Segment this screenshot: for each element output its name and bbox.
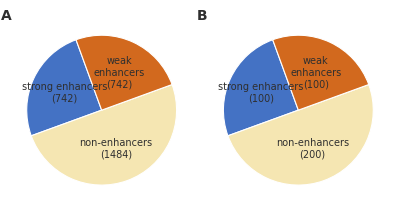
Text: A: A	[0, 9, 11, 23]
Text: strong enhancers
(742): strong enhancers (742)	[22, 82, 107, 103]
Text: B: B	[197, 9, 208, 23]
Wedge shape	[76, 35, 172, 110]
Wedge shape	[228, 84, 373, 185]
Wedge shape	[31, 84, 176, 185]
Text: weak
enhancers
(742): weak enhancers (742)	[94, 56, 145, 89]
Wedge shape	[27, 40, 102, 136]
Wedge shape	[273, 35, 369, 110]
Text: non-enhancers
(1484): non-enhancers (1484)	[79, 138, 152, 160]
Text: non-enhancers
(200): non-enhancers (200)	[276, 138, 349, 160]
Text: weak
enhancers
(100): weak enhancers (100)	[290, 56, 341, 89]
Text: strong enhancers
(100): strong enhancers (100)	[218, 82, 304, 103]
Wedge shape	[224, 40, 298, 136]
